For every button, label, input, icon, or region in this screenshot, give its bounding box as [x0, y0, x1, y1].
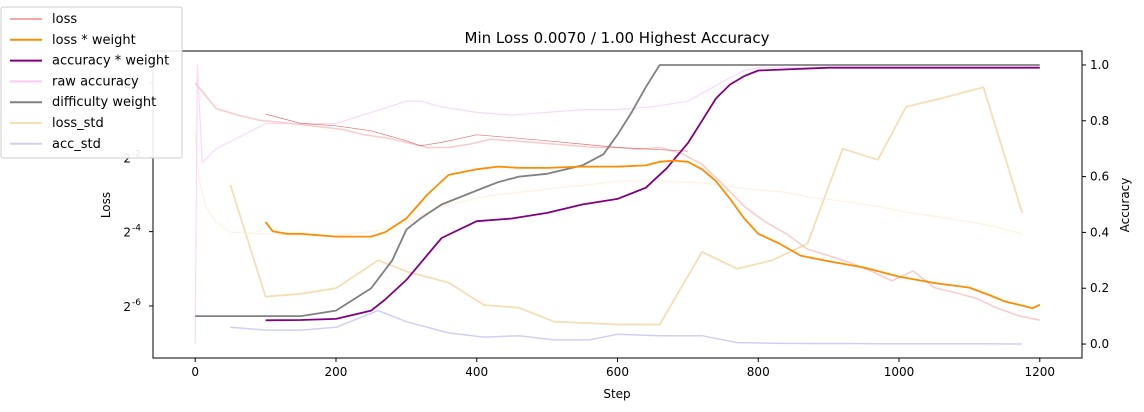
legend-label: acc_std — [52, 137, 101, 152]
series-difficulty-weight — [195, 64, 1040, 318]
x-tick-label: 1000 — [884, 365, 915, 379]
y-tick-exponent: -4 — [132, 224, 141, 234]
y2-tick-label: 0.4 — [1090, 225, 1109, 239]
plot-frame — [152, 50, 1083, 359]
x-tick-label: 0 — [191, 365, 199, 379]
y2-tick-label: 0.0 — [1090, 337, 1109, 351]
legend-box — [0, 6, 183, 159]
x-tick-label: 400 — [465, 365, 488, 379]
legend-label: difficulty weight — [52, 95, 156, 110]
y2-tick-label: 0.6 — [1090, 170, 1109, 184]
series-loss-std — [194, 132, 1023, 237]
series-loss-smooth — [265, 113, 688, 152]
y2-tick-label: 1.0 — [1090, 58, 1109, 72]
y2-axis-label: Accuracy — [1118, 178, 1132, 233]
legend-label: raw accuracy — [52, 74, 139, 89]
legend-label: loss_std — [52, 116, 104, 131]
series-loss — [194, 82, 1040, 321]
legend-items: loss loss * weight accuracy * weight raw ac… — [10, 12, 169, 152]
legend-label: loss — [52, 12, 77, 27]
chart-title: Min Loss 0.0070 / 1.00 Highest Accuracy — [465, 29, 770, 47]
legend: loss loss * weight accuracy * weight raw ac… — [0, 6, 183, 159]
y2-tick-label: 0.8 — [1090, 114, 1109, 128]
series-layer — [194, 64, 1041, 345]
y-tick-exponent: -6 — [132, 298, 141, 308]
y-tick-label: 2 — [123, 300, 131, 314]
x-tick-label: 200 — [325, 365, 348, 379]
legend-label: loss * weight — [52, 33, 136, 48]
y2-tick-label: 0.2 — [1090, 281, 1109, 295]
series-loss-std-smooth — [229, 86, 1024, 326]
x-tick-label: 800 — [747, 365, 770, 379]
series-acc-std — [230, 309, 1023, 345]
series-accuracy-weight — [265, 66, 1040, 322]
series-raw-accuracy — [194, 64, 1040, 345]
ticks-layer: 0200400600800100012002-62-42-2200.00.20.… — [123, 58, 1109, 379]
x-tick-label: 1200 — [1024, 365, 1055, 379]
x-tick-label: 600 — [606, 365, 629, 379]
y-tick-label: 2 — [123, 226, 131, 240]
series-loss-weight — [264, 159, 1041, 310]
x-axis-label: Step — [603, 387, 630, 401]
y-axis-label: Loss — [99, 192, 113, 218]
legend-label: accuracy * weight — [52, 54, 169, 69]
